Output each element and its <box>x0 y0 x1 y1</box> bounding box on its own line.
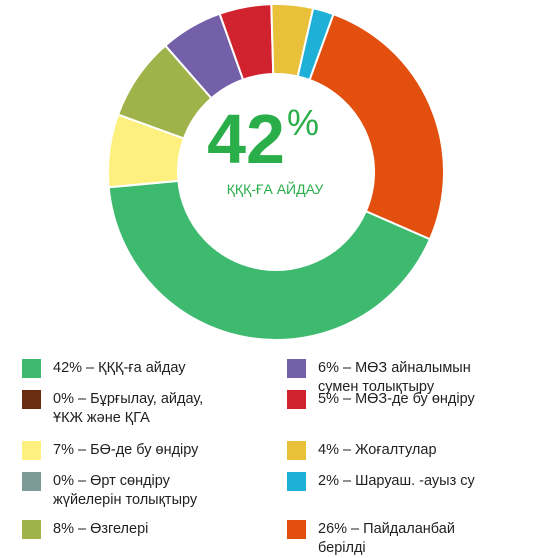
legend-label: 42% – ҚҚҚ-ға айдау <box>53 360 186 376</box>
legend-item: 6% – МӨЗ айналымын сумен толықтыру <box>287 359 471 397</box>
donut-slices <box>107 3 445 341</box>
legend-label: 8% – Өзгелері <box>53 521 149 537</box>
legend-item: 5% – МӨЗ-де бу өндіру <box>287 390 475 409</box>
legend-swatch <box>22 441 41 460</box>
legend-label: 26% – Пайдаланбай берілді <box>318 521 455 556</box>
legend-item: 2% – Шаруаш. -ауыз су <box>287 472 475 491</box>
legend-swatch <box>22 390 41 409</box>
center-unit: % <box>287 102 319 143</box>
donut-chart: 42 % ҚҚҚ-ҒА АЙДАУ <box>107 3 445 341</box>
legend-label: 4% – Жоғалтулар <box>318 442 437 458</box>
legend-label: 0% – Бұрғылау, айдау, ҰКЖ және ҚГА <box>53 391 204 426</box>
legend-swatch <box>22 472 41 491</box>
slice-8 <box>296 6 335 82</box>
legend-item: 0% – Өрт сөндіру жүйелерін толықтыру <box>22 472 197 510</box>
legend-swatch <box>287 390 306 409</box>
legend-item: 26% – Пайдаланбай берілді <box>287 520 455 558</box>
legend-swatch <box>287 472 306 491</box>
legend-swatch <box>22 520 41 539</box>
legend-label: 5% – МӨЗ-де бу өндіру <box>318 391 475 407</box>
slice-9 <box>308 12 445 241</box>
legend-item: 0% – Бұрғылау, айдау, ҰКЖ және ҚГА <box>22 390 203 428</box>
legend-label: 7% – БӨ-де бу өндіру <box>53 442 199 458</box>
legend-item: 8% – Өзгелері <box>22 520 148 539</box>
legend-item: 7% – БӨ-де бу өндіру <box>22 441 198 460</box>
legend-swatch <box>287 520 306 539</box>
legend-swatch <box>287 359 306 378</box>
slice-0 <box>107 179 432 341</box>
legend-label: 0% – Өрт сөндіру жүйелерін толықтыру <box>53 473 198 508</box>
center-value: 42 <box>207 100 285 178</box>
legend-swatch <box>22 359 41 378</box>
legend-item: 42% – ҚҚҚ-ға айдау <box>22 359 185 378</box>
legend-swatch <box>287 441 306 460</box>
legend-label: 2% – Шаруаш. -ауыз су <box>318 473 475 489</box>
legend-item: 4% – Жоғалтулар <box>287 441 437 460</box>
legend-label: 6% – МӨЗ айналымын сумен толықтыру <box>318 360 471 395</box>
center-label: ҚҚҚ-ҒА АЙДАУ <box>227 180 324 197</box>
